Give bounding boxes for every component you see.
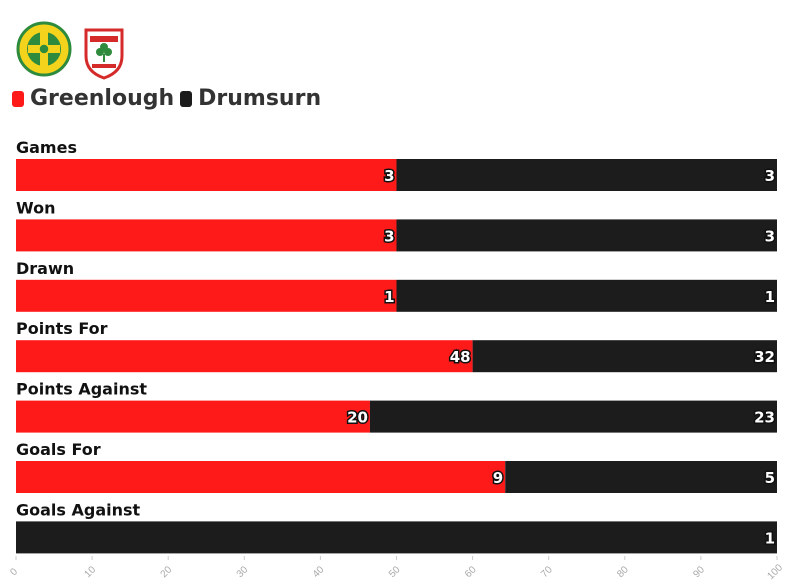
x-tick-label-90: 90 xyxy=(691,564,707,580)
data-label-drumsurn-points-for: 32 xyxy=(754,348,775,366)
bar-greenlough-goals-for xyxy=(16,461,506,493)
bar-drumsurn-goals-against xyxy=(16,521,777,554)
x-tick-label-30: 30 xyxy=(235,564,251,580)
legend-item-drumsurn[interactable]: Drumsurn xyxy=(180,86,321,111)
legend-swatch-greenlough xyxy=(12,90,24,107)
category-label-won: Won xyxy=(16,198,55,217)
bar-drumsurn-games xyxy=(396,159,777,191)
data-label-greenlough-drawn: 1 xyxy=(384,288,394,306)
legend-item-greenlough[interactable]: Greenlough xyxy=(12,86,174,111)
category-label-points-for: Points For xyxy=(16,319,108,338)
data-label-drumsurn-goals-against: 1 xyxy=(765,529,775,547)
bar-drumsurn-points-for xyxy=(472,340,777,373)
data-label-greenlough-goals-for: 9 xyxy=(493,469,503,487)
category-label-goals-against: Goals Against xyxy=(16,500,141,519)
data-label-drumsurn-points-against: 23 xyxy=(754,409,775,427)
bar-drumsurn-goals-for xyxy=(505,461,777,493)
data-label-greenlough-won: 3 xyxy=(384,227,394,245)
x-tick-label-0: 0 xyxy=(8,566,20,578)
category-label-games: Games xyxy=(16,138,77,157)
legend-label-greenlough: Greenlough xyxy=(30,86,175,111)
bar-greenlough-drawn xyxy=(16,279,397,312)
chart-legend: Greenlough Drumsurn xyxy=(12,86,327,111)
legend-label-drumsurn: Drumsurn xyxy=(198,86,322,111)
data-label-drumsurn-won: 3 xyxy=(765,227,775,245)
x-tick-label-20: 20 xyxy=(159,564,175,580)
greenlough-crest-logo xyxy=(16,21,72,77)
legend-swatch-drumsurn xyxy=(180,90,193,107)
data-label-drumsurn-goals-for: 5 xyxy=(765,469,775,487)
bar-greenlough-games xyxy=(16,159,397,191)
category-label-points-against: Points Against xyxy=(16,380,147,399)
bar-drumsurn-points-against xyxy=(369,400,777,433)
data-label-greenlough-points-against: 20 xyxy=(347,409,368,427)
x-tick-label-70: 70 xyxy=(539,564,555,580)
x-tick-label-40: 40 xyxy=(311,564,327,580)
bar-drumsurn-drawn xyxy=(396,279,777,312)
bar-greenlough-won xyxy=(16,219,397,252)
bar-drumsurn-won xyxy=(396,219,777,252)
data-label-greenlough-points-for: 48 xyxy=(450,348,471,366)
bar-greenlough-points-against xyxy=(16,400,370,433)
x-tick-label-50: 50 xyxy=(387,564,403,580)
data-label-drumsurn-drawn: 1 xyxy=(765,288,775,306)
data-label-greenlough-games: 3 xyxy=(384,167,394,185)
category-label-goals-for: Goals For xyxy=(16,440,101,459)
x-tick-label-100: 100 xyxy=(765,562,785,582)
category-label-drawn: Drawn xyxy=(16,259,74,278)
x-tick-label-60: 60 xyxy=(463,564,479,580)
drumsurn-crest-logo xyxy=(84,28,124,80)
x-tick-label-10: 10 xyxy=(83,564,99,580)
x-tick-label-80: 80 xyxy=(615,564,631,580)
bar-greenlough-points-for xyxy=(16,340,473,373)
data-label-drumsurn-games: 3 xyxy=(765,167,775,185)
